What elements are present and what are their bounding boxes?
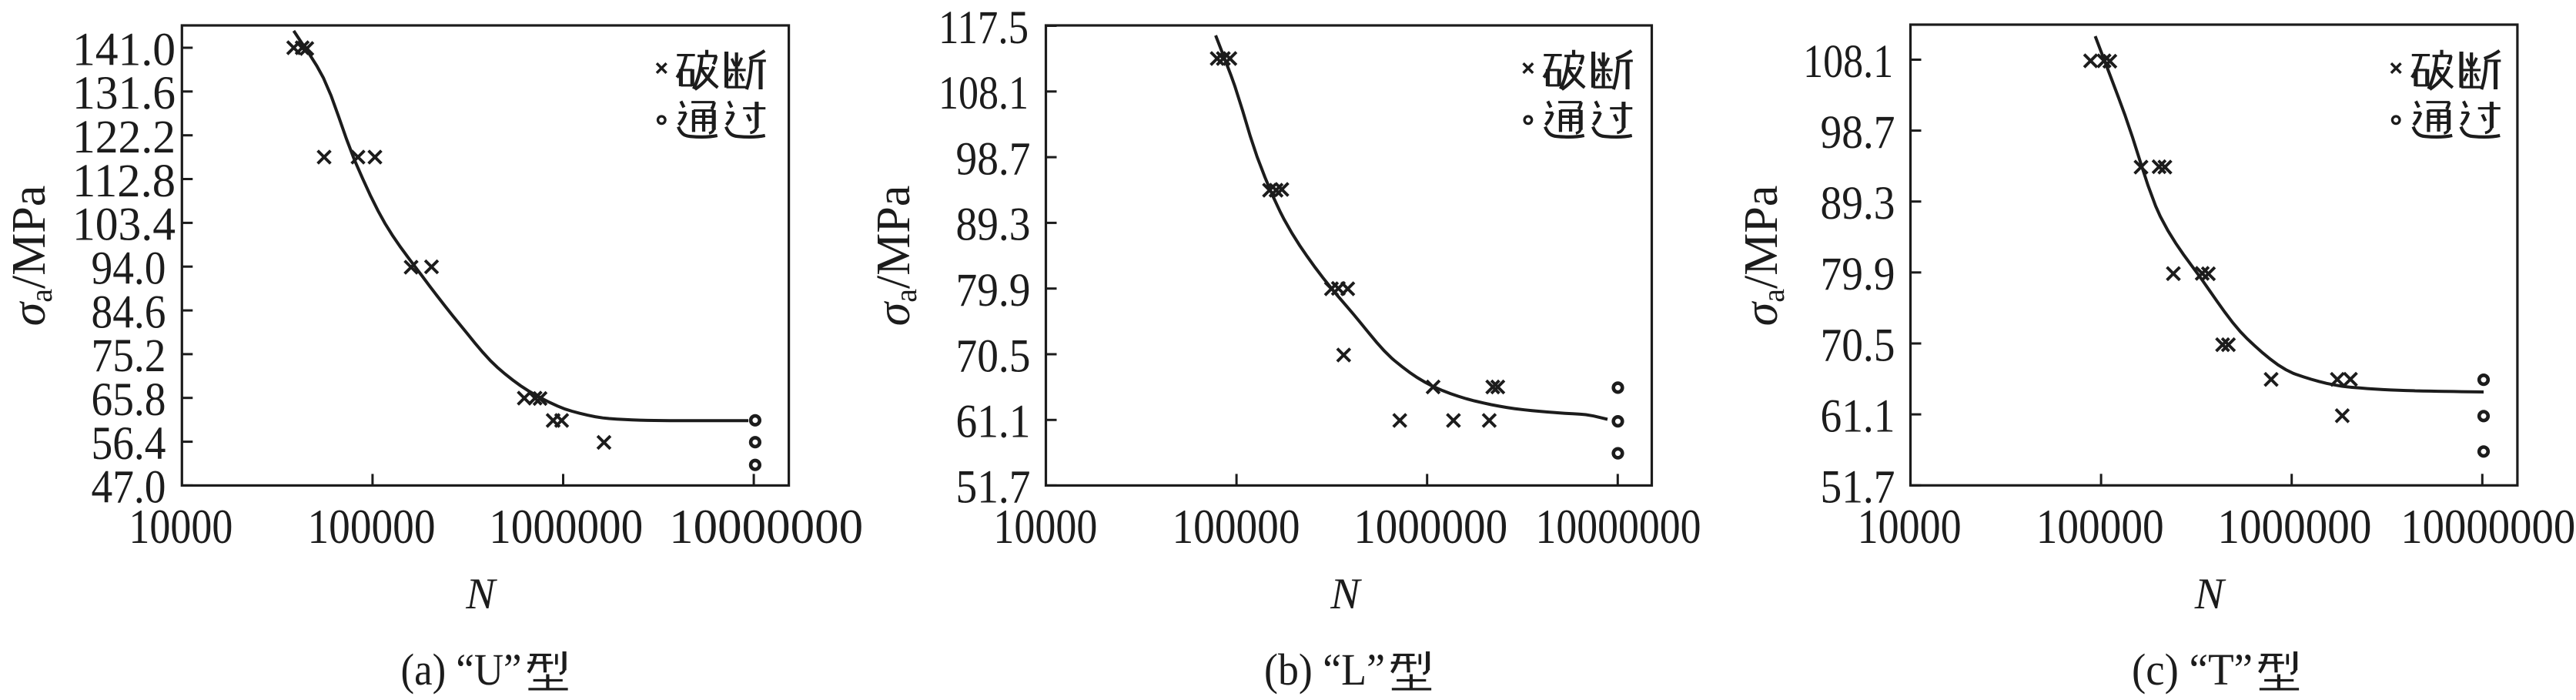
- svg-text:70.5: 70.5: [1821, 319, 1895, 371]
- svg-text:1000000: 1000000: [489, 499, 643, 554]
- svg-text:75.2: 75.2: [92, 330, 166, 382]
- svg-text:47.0: 47.0: [92, 461, 166, 514]
- svg-text:94.0: 94.0: [92, 243, 166, 295]
- svg-text:σa/MPa: σa/MPa: [3, 186, 59, 327]
- svg-text:10000000: 10000000: [669, 499, 863, 554]
- svg-text:1000000: 1000000: [2217, 499, 2371, 554]
- svg-text:117.5: 117.5: [938, 2, 1029, 54]
- svg-text:79.9: 79.9: [1821, 248, 1895, 300]
- svg-text:σa/MPa: σa/MPa: [868, 186, 923, 327]
- svg-text:100000: 100000: [308, 499, 436, 554]
- svg-text:70.5: 70.5: [956, 330, 1031, 382]
- svg-text:112.8: 112.8: [72, 155, 176, 207]
- svg-text:79.9: 79.9: [956, 264, 1031, 317]
- svg-text:51.7: 51.7: [1821, 461, 1895, 514]
- svg-text:122.2: 122.2: [72, 111, 176, 163]
- svg-text:N: N: [2194, 570, 2226, 618]
- svg-text:65.8: 65.8: [92, 373, 166, 426]
- svg-text:(c) “T”: (c) “T”: [2132, 645, 2253, 695]
- svg-text:56.4: 56.4: [92, 417, 166, 470]
- svg-text:84.6: 84.6: [92, 286, 166, 338]
- svg-text:10000: 10000: [129, 499, 233, 554]
- svg-text:103.4: 103.4: [72, 199, 176, 251]
- svg-text:100000: 100000: [2036, 499, 2164, 554]
- svg-text:100000: 100000: [1173, 499, 1300, 554]
- svg-text:10000: 10000: [993, 499, 1097, 554]
- svg-text:σa/MPa: σa/MPa: [1735, 186, 1791, 327]
- svg-text:89.3: 89.3: [956, 199, 1031, 251]
- svg-text:98.7: 98.7: [1821, 106, 1895, 159]
- svg-text:89.3: 89.3: [1821, 177, 1895, 229]
- svg-text:10000000: 10000000: [2400, 499, 2575, 554]
- svg-text:N: N: [465, 570, 497, 618]
- svg-text:61.1: 61.1: [1821, 390, 1895, 442]
- svg-text:10000000: 10000000: [1536, 499, 1701, 554]
- svg-text:108.1: 108.1: [1803, 35, 1893, 88]
- svg-text:61.1: 61.1: [956, 396, 1031, 448]
- svg-text:51.7: 51.7: [956, 461, 1031, 514]
- svg-text:(a) “U”: (a) “U”: [401, 645, 522, 695]
- svg-text:10000: 10000: [1858, 499, 1962, 554]
- svg-text:141.0: 141.0: [72, 23, 176, 75]
- svg-text:131.6: 131.6: [72, 67, 176, 119]
- svg-text:98.7: 98.7: [956, 132, 1031, 185]
- svg-text:N: N: [1330, 570, 1362, 618]
- svg-text:1000000: 1000000: [1353, 499, 1507, 554]
- svg-text:108.1: 108.1: [938, 67, 1029, 119]
- svg-text:(b) “L”: (b) “L”: [1264, 645, 1385, 695]
